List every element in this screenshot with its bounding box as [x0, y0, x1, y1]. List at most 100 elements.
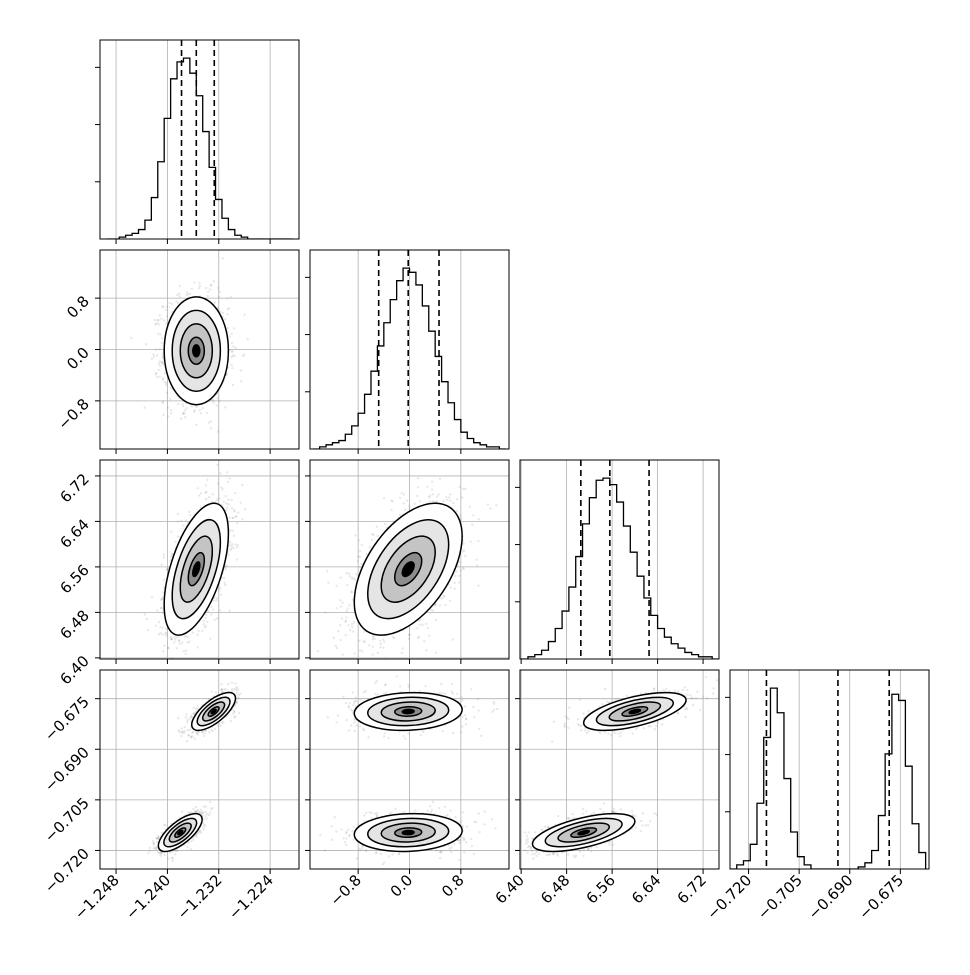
- scatter-point: [327, 581, 329, 583]
- scatter-point: [239, 692, 241, 694]
- scatter-point: [212, 399, 214, 401]
- scatter-point: [210, 606, 212, 608]
- scatter-point: [234, 715, 236, 717]
- scatter-point: [212, 401, 214, 403]
- scatter-point: [176, 294, 178, 296]
- scatter-point: [449, 600, 451, 602]
- scatter-point: [151, 357, 153, 359]
- scatter-point: [227, 327, 229, 329]
- y-tick-label: 0.0: [63, 344, 93, 374]
- scatter-point: [346, 610, 348, 612]
- scatter-point: [171, 303, 173, 305]
- scatter-point: [162, 612, 164, 614]
- scatter-point: [202, 623, 204, 625]
- scatter-point: [234, 543, 236, 545]
- scatter-point: [362, 640, 364, 642]
- scatter-point: [339, 599, 341, 601]
- scatter-point: [219, 725, 221, 727]
- scatter-point: [185, 713, 187, 715]
- scatter-point: [234, 347, 236, 349]
- scatter-point: [456, 510, 458, 512]
- scatter-point: [218, 291, 220, 293]
- scatter-point: [469, 506, 471, 508]
- scatter-point: [244, 508, 246, 510]
- scatter-point: [224, 406, 226, 408]
- scatter-point: [225, 568, 227, 570]
- scatter-point: [340, 639, 342, 641]
- scatter-point: [384, 523, 386, 525]
- scatter-point: [431, 493, 433, 495]
- scatter-point: [380, 643, 382, 645]
- scatter-point: [206, 479, 208, 481]
- scatter-point: [243, 314, 245, 316]
- scatter-point: [227, 554, 229, 556]
- scatter-point: [339, 577, 341, 579]
- scatter-point: [425, 649, 427, 651]
- y-tick-label: −0.8: [54, 395, 92, 433]
- scatter-point: [390, 509, 392, 511]
- scatter-point: [212, 493, 214, 495]
- scatter-point: [226, 471, 228, 473]
- joint-panel-2-1: [305, 457, 509, 680]
- scatter-point: [403, 493, 405, 495]
- scatter-point: [210, 420, 212, 422]
- scatter-point: [166, 392, 168, 394]
- scatter-point: [163, 319, 165, 321]
- scatter-point: [358, 539, 360, 541]
- grid-lines: [100, 670, 299, 869]
- scatter-point: [495, 504, 497, 506]
- scatter-point: [154, 323, 156, 325]
- scatter-point: [464, 555, 466, 557]
- scatter-point: [431, 481, 433, 483]
- scatter-point: [169, 398, 171, 400]
- scatter-point: [130, 337, 132, 339]
- scatter-point: [446, 499, 448, 501]
- scatter-point: [224, 318, 226, 320]
- scatter-point: [227, 481, 229, 483]
- scatter-point: [167, 406, 169, 408]
- scatter-point: [170, 636, 172, 638]
- scatter-point: [233, 327, 235, 329]
- scatter-point: [478, 518, 480, 520]
- scatter-point: [144, 613, 146, 615]
- scatter-point: [236, 558, 238, 560]
- scatter-point: [341, 601, 343, 603]
- scatter-point: [216, 597, 218, 599]
- scatter-point: [230, 364, 232, 366]
- scatter-point: [216, 397, 218, 399]
- scatter-point: [167, 415, 169, 417]
- scatter-point: [203, 735, 205, 737]
- histogram-panel-1: [305, 250, 509, 454]
- scatter-point: [428, 496, 430, 498]
- histogram: [106, 58, 292, 239]
- scatter-point: [353, 652, 355, 654]
- scatter-point: [391, 500, 393, 502]
- scatter-point: [184, 416, 186, 418]
- scatter-point: [233, 535, 235, 537]
- scatter-point: [359, 649, 361, 651]
- scatter-point: [157, 333, 159, 335]
- scatter-point: [345, 572, 347, 574]
- scatter-point: [341, 653, 343, 655]
- scatter-point: [235, 515, 237, 517]
- grid-lines: [358, 250, 461, 449]
- scatter-point: [449, 493, 451, 495]
- scatter-point: [178, 639, 180, 641]
- scatter-point: [160, 632, 162, 634]
- scatter-point: [476, 564, 478, 566]
- scatter-point: [234, 492, 236, 494]
- scatter-point: [207, 291, 209, 293]
- scatter-point: [471, 524, 473, 526]
- scatter-point: [359, 550, 361, 552]
- scatter-point: [348, 604, 350, 606]
- histogram-panel-2: [515, 460, 719, 664]
- scatter-point: [230, 296, 232, 298]
- scatter-point: [343, 678, 345, 680]
- scatter-point: [462, 488, 464, 490]
- scatter-point: [146, 618, 148, 620]
- scatter-point: [227, 498, 229, 500]
- scatter-point: [236, 692, 238, 694]
- scatter-point: [450, 586, 452, 588]
- scatter-point: [191, 287, 193, 289]
